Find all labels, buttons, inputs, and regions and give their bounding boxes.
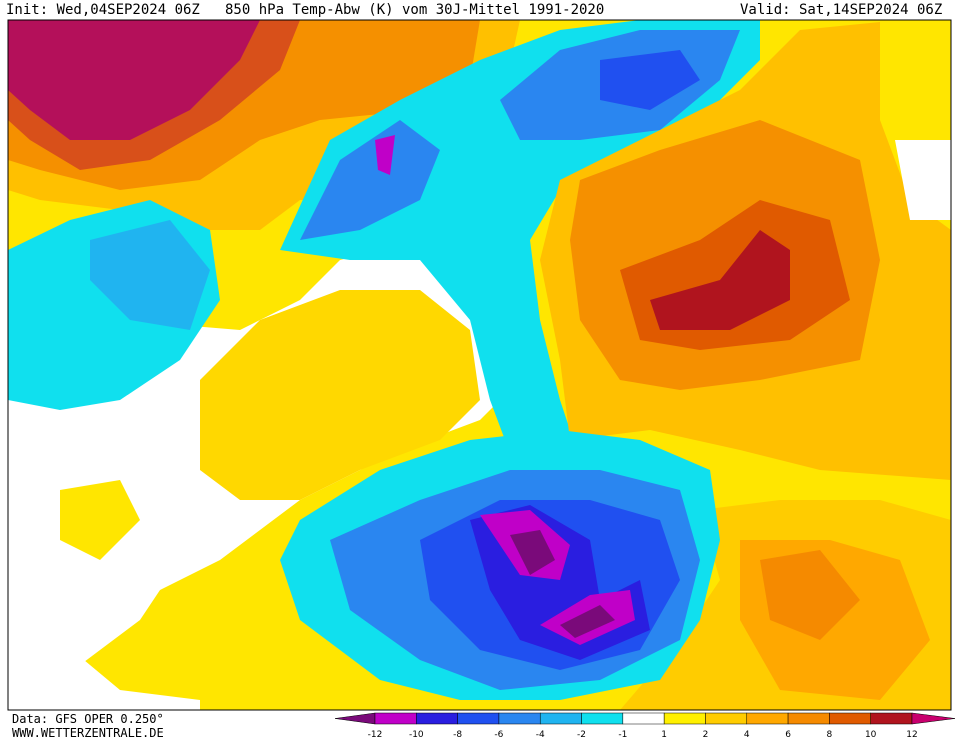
legend-tick-label: 10 [865,730,877,740]
website: WWW.WETTERZENTRALE.DE [12,726,164,740]
legend-tick-label: 4 [744,730,750,740]
legend-arrow [911,712,956,725]
legend-tick-label: -6 [494,730,503,740]
legend-swatch [663,712,706,725]
legend-tick-label: 2 [703,730,709,740]
legend-swatch [870,712,913,725]
legend-tick-label: 1 [661,730,667,740]
legend-tick-label: -8 [453,730,462,740]
valid-label: Valid: Sat,14SEP2024 06Z [740,2,942,18]
legend-tick-label: 8 [827,730,833,740]
legend-tick-label: 6 [785,730,791,740]
legend-swatch [622,712,665,725]
legend-swatch [829,712,871,725]
legend-tick-label: 12 [906,730,917,740]
init-label: Init: Wed,04SEP2024 06Z [6,2,200,18]
legend-swatch [374,712,417,725]
legend-swatch [705,712,748,725]
legend-swatch [787,712,830,725]
legend-tick-label: -1 [618,730,627,740]
legend-tick-label: -4 [536,730,545,740]
legend-swatch [746,712,789,725]
data-source: Data: GFS OPER 0.250° [12,712,164,726]
legend-tick-label: -2 [577,730,586,740]
legend-swatch [416,712,458,725]
legend-swatch [581,712,624,725]
map [7,19,952,711]
legend-swatch [539,712,582,725]
legend-tick-label: -12 [368,730,383,740]
legend-swatch [457,712,500,725]
map-title: 850 hPa Temp-Abw (K) vom 30J-Mittel 1991… [225,2,604,18]
legend-swatch [498,712,541,725]
color-legend: -12 -10 -8 -6 -4 -2 -1 1 2 4 6 8 10 12 [334,712,956,740]
legend-tick-label: -10 [409,730,424,740]
